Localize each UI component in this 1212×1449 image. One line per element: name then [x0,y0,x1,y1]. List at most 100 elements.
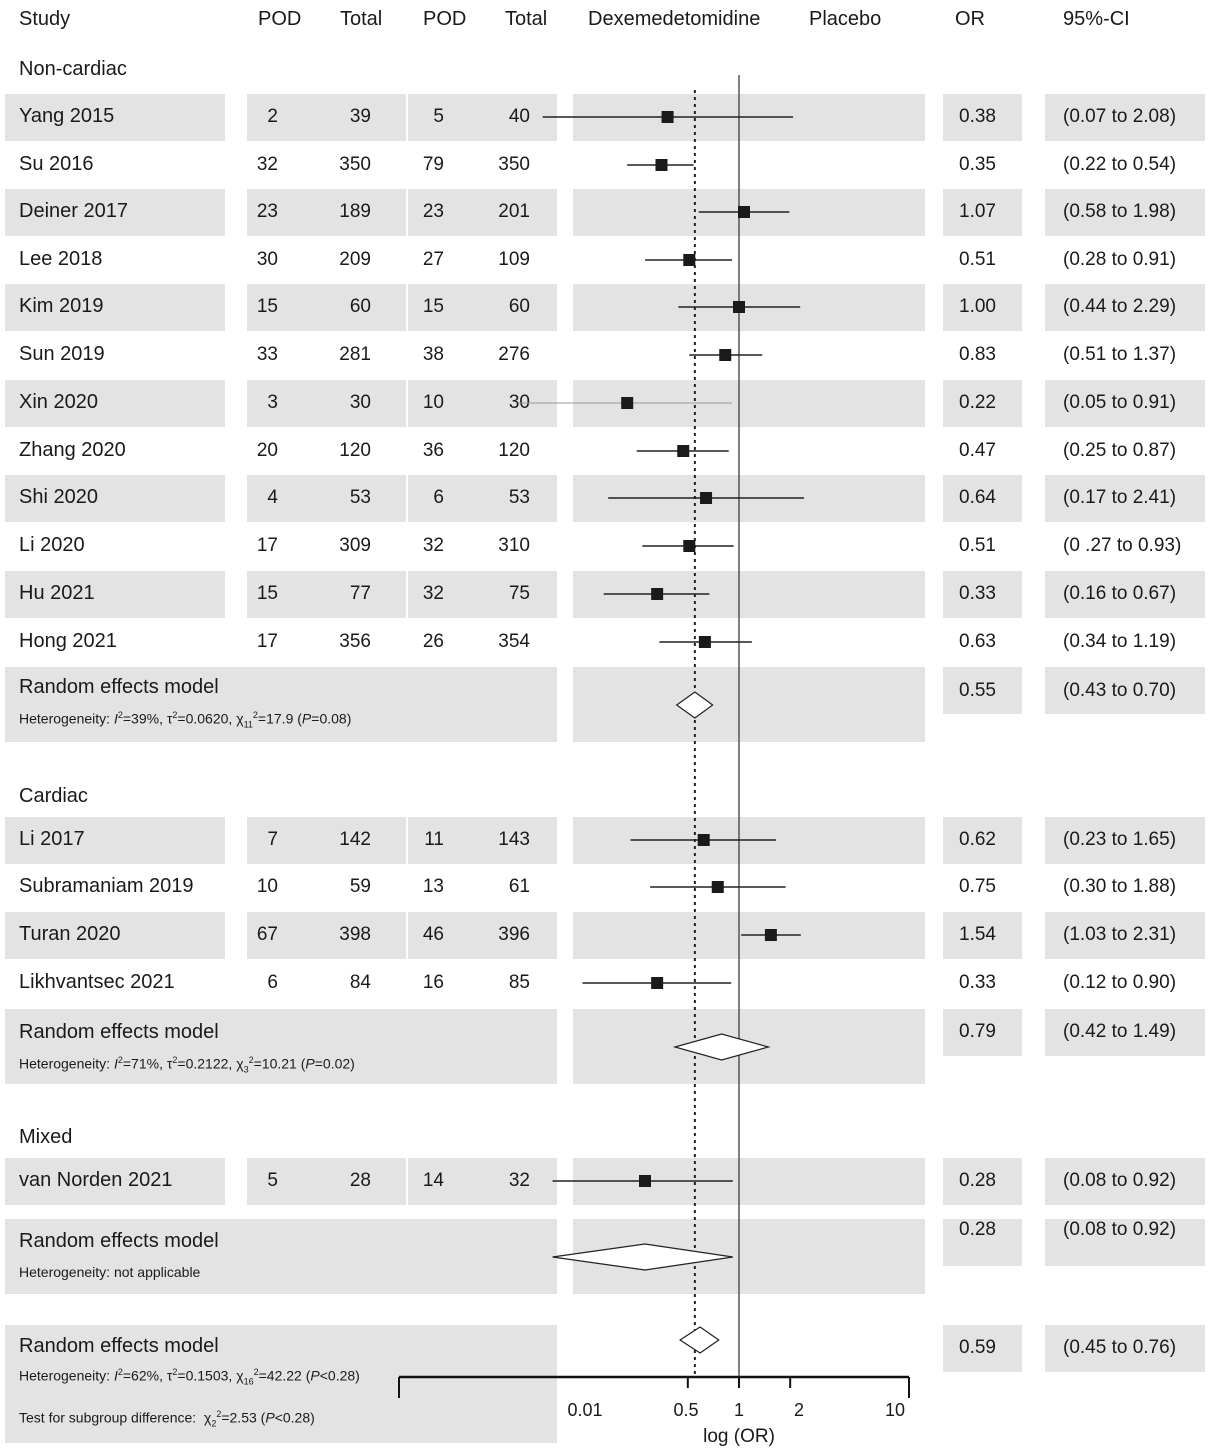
ci-value: (0.51 to 1.37) [1063,344,1177,365]
row-shade [408,912,557,959]
header-total-dex: Total [340,8,383,30]
total-dex: 30 [349,392,371,413]
point-estimate [651,588,664,600]
total-placebo: 276 [498,344,530,365]
study-name: Hu 2021 [19,582,95,604]
pod-placebo: 32 [422,535,444,556]
pod-placebo: 5 [433,106,444,127]
total-placebo: 396 [498,924,530,945]
group-title-noncardiac: Non-cardiac [19,58,127,80]
point-estimate [661,111,674,123]
pooled-ci-noncardiac: (0.43 to 0.70) [1063,680,1177,701]
ci-value: (0.34 to 1.19) [1063,631,1177,652]
ci-value: (0.25 to 0.87) [1063,440,1177,461]
header-pod-placebo: POD [423,8,467,30]
total-placebo: 32 [508,1170,530,1191]
or-value: 0.64 [959,487,996,508]
total-placebo: 354 [498,631,530,652]
total-placebo: 61 [508,876,530,897]
row-shade [247,571,406,618]
row-shade [1045,571,1205,618]
row-shade [1045,284,1205,331]
pod-dex: 15 [256,583,278,604]
overall-ci: (0.45 to 0.76) [1063,1337,1177,1358]
pooled-or-cardiac: 0.79 [959,1021,996,1042]
pod-placebo: 13 [422,876,444,897]
heterogeneity-overall: Heterogeneity: I2=62%, τ2=0.1503, χ162=4… [19,1367,360,1387]
ci-value: (0.23 to 1.65) [1063,829,1177,850]
total-placebo: 310 [498,535,530,556]
point-estimate [621,397,634,409]
total-placebo: 75 [508,583,530,604]
pod-placebo: 23 [422,201,444,222]
point-estimate [719,349,732,361]
total-dex: 189 [339,201,371,222]
ci-value: (0.08 to 0.92) [1063,1170,1177,1191]
row-shade [5,475,225,522]
or-value: 0.22 [959,392,996,413]
ci-value: (0.05 to 0.91) [1063,392,1177,413]
total-placebo: 143 [498,829,530,850]
overall-title: Random effects model [19,1335,219,1357]
pooled-title-noncardiac: Random effects model [19,676,219,698]
pod-dex: 3 [267,392,278,413]
ci-value: (0.30 to 1.88) [1063,876,1177,897]
or-value: 0.63 [959,631,996,652]
row-shade [408,475,557,522]
or-value: 0.51 [959,249,996,270]
heterogeneity-noncardiac: Heterogeneity: I2=39%, τ2=0.0620, χ112=1… [19,710,352,730]
x-tick-label: 0.01 [567,1400,603,1420]
ci-value: (1.03 to 2.31) [1063,924,1177,945]
ci-value: (0 .27 to 0.93) [1063,535,1182,556]
pod-placebo: 14 [422,1170,444,1191]
total-dex: 53 [349,487,371,508]
x-tick-label: 10 [884,1400,906,1420]
header-total-placebo: Total [505,8,548,30]
total-placebo: 201 [498,201,530,222]
row-shade [1045,475,1205,522]
or-value: 0.75 [959,876,996,897]
row-shade [247,189,406,236]
pooled-shade [943,1009,1022,1056]
row-shade [943,284,1022,331]
total-dex: 209 [339,249,371,270]
point-estimate [683,540,696,552]
pooled-shade [5,1219,557,1294]
row-shade [943,380,1022,427]
or-value: 1.07 [959,201,996,222]
pod-placebo: 26 [422,631,444,652]
row-shade [247,912,406,959]
pod-dex: 15 [256,296,278,317]
row-shade [5,817,225,864]
pooled-ci-mixed: (0.08 to 0.92) [1063,1219,1177,1240]
row-shade [943,94,1022,141]
total-dex: 281 [339,344,371,365]
subgroup-difference-test: Test for subgroup difference: χ22=2.53 (… [19,1409,315,1429]
row-shade [247,1158,406,1205]
row-shade [247,475,406,522]
pod-dex: 20 [256,440,278,461]
ci-value: (0.07 to 2.08) [1063,106,1177,127]
or-value: 0.83 [959,344,996,365]
study-name: Yang 2015 [19,105,115,127]
overall-shade [943,1325,1022,1372]
x-tick-label: 0.5 [673,1400,699,1420]
header-or: OR [955,8,985,30]
header-placebo: Placebo [809,8,882,30]
pooled-shade [1045,667,1205,714]
total-dex: 39 [349,106,371,127]
row-shade [943,475,1022,522]
ci-value: (0.22 to 0.54) [1063,154,1177,175]
pooled-diamond [678,1326,720,1354]
study-name: Li 2020 [19,534,85,556]
row-shade [1045,94,1205,141]
pooled-shade [943,667,1022,714]
row-shade [5,284,225,331]
pod-dex: 17 [256,535,278,556]
row-shade [1045,912,1205,959]
pod-dex: 33 [256,344,278,365]
or-value: 0.35 [959,154,996,175]
study-name: van Norden 2021 [19,1169,173,1191]
total-placebo: 120 [498,440,530,461]
total-placebo: 53 [508,487,530,508]
